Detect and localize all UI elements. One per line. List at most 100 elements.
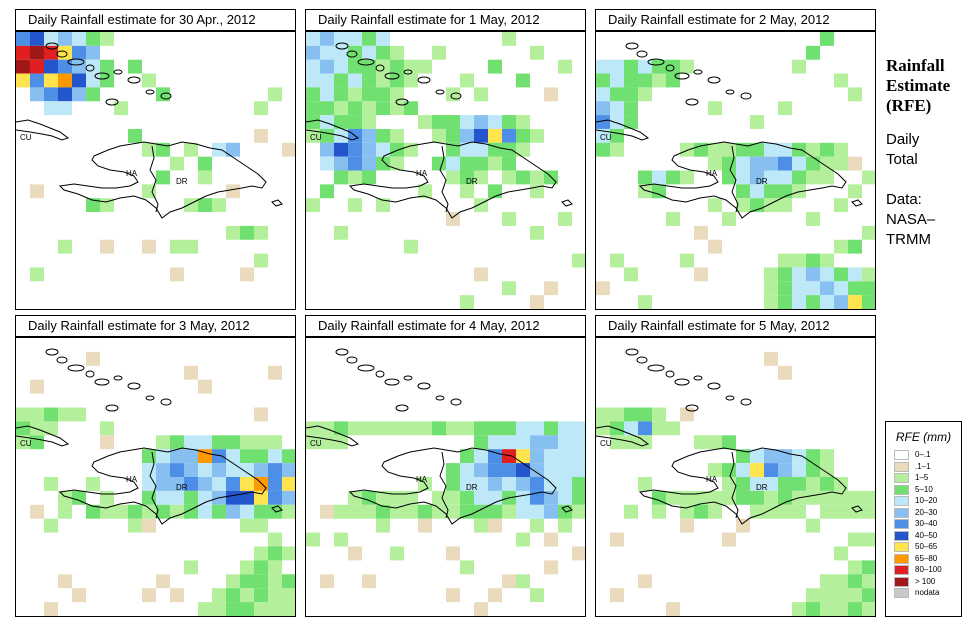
rainfall-grid: CU HA DR — [16, 32, 295, 282]
rainfall-cell — [572, 504, 585, 519]
island-outline — [375, 64, 385, 72]
rainfall-cell — [226, 225, 240, 240]
rainfall-cell — [834, 295, 848, 309]
rainfall-cell — [170, 435, 184, 450]
coastline-path — [638, 141, 847, 219]
legend-label: 65–80 — [915, 553, 938, 563]
rainfall-cell — [862, 170, 875, 185]
rainfall-cell — [834, 490, 848, 505]
rainfall-cell — [502, 421, 516, 436]
rainfall-cell — [610, 407, 624, 422]
rainfall-cell — [376, 504, 390, 519]
rainfall-cell — [488, 518, 502, 533]
rainfall-cell — [558, 449, 572, 464]
rainfall-cell — [404, 239, 418, 254]
rainfall-cell — [198, 463, 212, 477]
rainfall-cell — [226, 504, 240, 519]
rainfall-cell — [320, 45, 334, 60]
rainfall-cell — [268, 532, 282, 547]
legend-item: 10–20 — [894, 495, 961, 507]
rainfall-cell — [694, 490, 708, 505]
rainfall-cell — [638, 574, 652, 589]
rainfall-grid: CU HA DR — [16, 348, 295, 616]
country-label-dr: DR — [176, 177, 188, 186]
rainfall-cell — [320, 59, 334, 74]
rainfall-cell — [680, 142, 694, 157]
rainfall-cell — [72, 59, 86, 74]
country-label-haiti: HA — [706, 475, 718, 484]
rainfall-cell — [446, 421, 460, 436]
rainfall-cell — [848, 504, 862, 519]
rainfall-cell — [334, 73, 348, 88]
frequency-label: Daily — [886, 131, 920, 148]
rainfall-cell — [764, 351, 778, 366]
rainfall-cell — [792, 295, 806, 309]
island-outline — [740, 398, 752, 406]
rainfall-cell — [694, 435, 708, 450]
rainfall-cell — [750, 156, 764, 171]
rainfall-cell — [348, 546, 362, 561]
rainfall-cell — [572, 477, 585, 491]
island-outline — [403, 69, 413, 75]
rainfall-cell — [516, 532, 530, 547]
rainfall-cell — [474, 421, 488, 436]
rfe-map-panel-1: Daily Rainfall estimate for 30 Apr., 201… — [15, 9, 296, 310]
rainfall-cell — [362, 170, 376, 185]
island-outline — [665, 370, 675, 378]
rainfall-cell — [348, 87, 362, 102]
rainfall-cell — [254, 560, 268, 575]
rainfall-cell — [502, 574, 516, 589]
rainfall-cell — [100, 59, 114, 74]
rainfall-cell — [170, 477, 184, 491]
rainfall-map: CU HA DR — [305, 337, 586, 617]
rainfall-cell — [610, 588, 624, 603]
rainfall-cell — [834, 477, 848, 491]
island-outline — [725, 89, 735, 95]
rainfall-cell — [320, 101, 334, 116]
rainfall-cell — [778, 101, 792, 116]
coastline-path — [58, 141, 267, 219]
rainfall-cell — [624, 421, 638, 436]
rainfall-cell — [806, 490, 820, 505]
rainfall-cell — [156, 490, 170, 505]
rainfall-cell — [86, 198, 100, 213]
rainfall-cell — [806, 281, 820, 296]
rainfall-cell — [530, 518, 544, 533]
rainfall-cell — [460, 504, 474, 519]
rainfall-cell — [558, 490, 572, 505]
rainfall-cell — [156, 435, 170, 450]
rainfall-cell — [750, 184, 764, 199]
rainfall-cell — [432, 156, 446, 171]
rainfall-cell — [596, 101, 610, 116]
rainfall-cell — [86, 87, 100, 102]
rainfall-cell — [376, 518, 390, 533]
rainfall-cell — [362, 101, 376, 116]
rainfall-cell — [376, 45, 390, 60]
rainfall-cell — [666, 490, 680, 505]
rainfall-cell — [30, 379, 44, 394]
island-outline — [56, 356, 68, 364]
rainfall-cell — [572, 421, 585, 436]
legend-label: 50–65 — [915, 542, 938, 551]
rainfall-cell — [320, 87, 334, 102]
rainfall-cell — [750, 490, 764, 505]
rainfall-cell — [198, 504, 212, 519]
rainfall-cell — [610, 115, 624, 129]
rainfall-cell — [404, 421, 418, 436]
rainfall-cell — [764, 184, 778, 199]
rainfall-map: CU HA DR — [15, 337, 296, 617]
rainfall-cell — [778, 267, 792, 282]
rainfall-cell — [268, 602, 282, 616]
rainfall-cell — [348, 156, 362, 171]
island-outline — [674, 378, 690, 386]
rainfall-cell — [128, 518, 142, 533]
rainfall-cell — [198, 156, 212, 171]
rainfall-cell — [226, 142, 240, 157]
rainfall-cell — [142, 588, 156, 603]
rainfall-cell — [58, 87, 72, 102]
rainfall-cell — [848, 490, 862, 505]
rainfall-cell — [376, 156, 390, 171]
rainfall-cell — [156, 463, 170, 477]
legend-swatch — [894, 588, 909, 598]
rainfall-cell — [184, 198, 198, 213]
